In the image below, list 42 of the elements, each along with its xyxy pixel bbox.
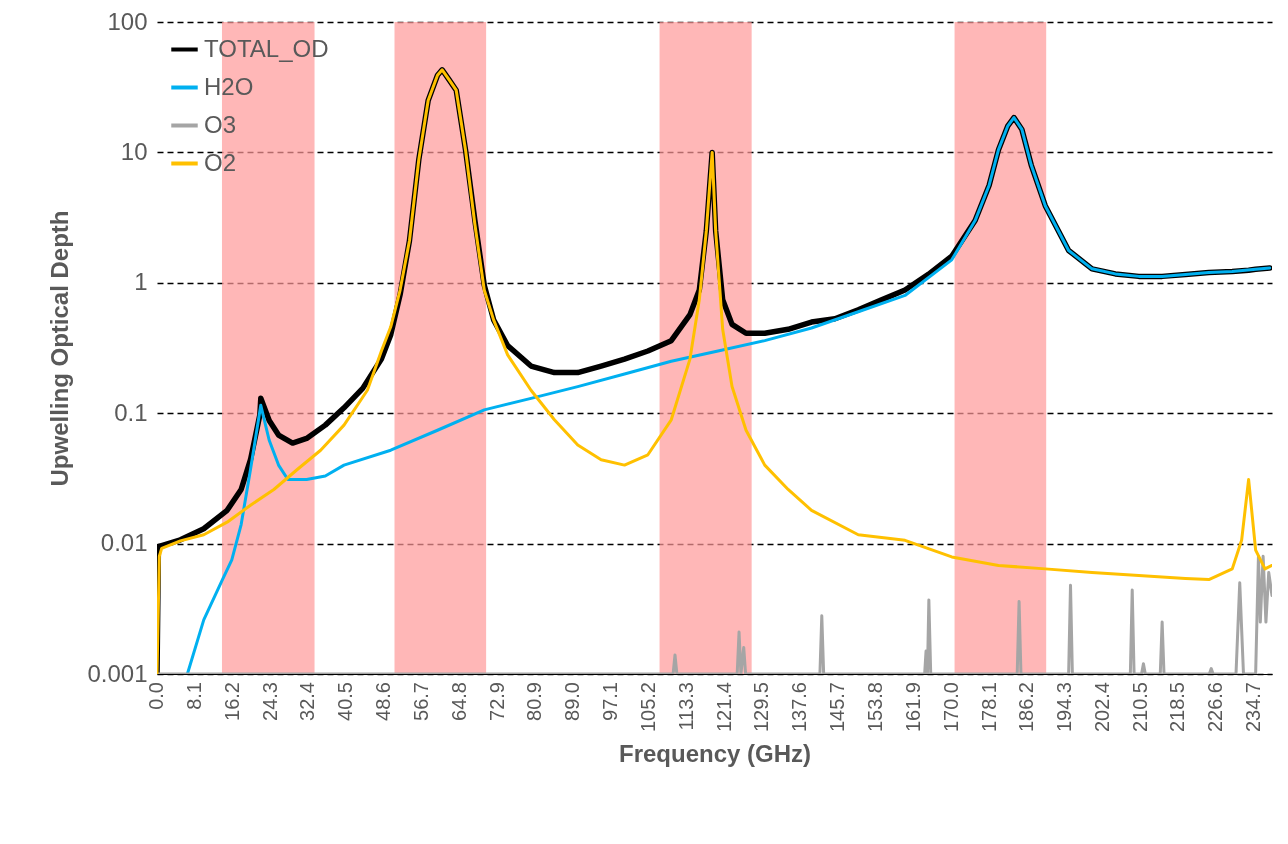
x-tick-label: 72.9 [485,682,508,721]
x-tick-label: 137.6 [788,682,811,733]
y-tick-label: 1 [134,268,148,296]
x-tick-label: 194.3 [1053,682,1076,733]
x-tick-label: 32.4 [296,682,319,721]
x-tick-label: 56.7 [410,682,433,721]
x-tick-label: 16.2 [220,682,243,721]
x-tick-label: 129.5 [750,682,773,733]
x-tick-label: 0.0 [145,682,167,710]
legend-label: O2 [204,148,237,176]
x-tick-label: 178.1 [977,682,1000,733]
x-tick-label: 105.2 [636,682,659,733]
x-tick-label: 218.5 [1166,682,1189,733]
x-tick-label: 113.3 [674,682,697,731]
legend-label: H2O [204,72,254,100]
x-axis-title: Frequency (GHz) [618,739,812,767]
y-axis-title: Upwelling Optical Depth [46,210,74,487]
x-tick-label: 170.0 [939,682,962,733]
y-tick-label: 0.1 [114,398,148,426]
x-tick-label: 153.8 [864,682,887,733]
x-tick-label: 8.1 [182,682,205,710]
y-tick-label: 100 [107,7,148,35]
x-tick-label: 40.5 [334,682,357,721]
x-tick-label: 97.1 [598,682,621,721]
legend-label: O3 [204,110,237,138]
x-tick-label: 80.9 [523,682,546,721]
x-tick-label: 64.8 [447,682,470,721]
x-tick-label: 202.4 [1091,682,1114,733]
y-tick-label: 0.001 [87,659,148,687]
y-tick-label: 0.01 [100,529,148,557]
x-tick-label: 161.9 [901,682,924,733]
x-tick-label: 186.2 [1015,682,1038,733]
legend-label: TOTAL_OD [204,34,329,62]
x-tick-label: 226.6 [1204,682,1227,733]
x-tick-label: 210.5 [1129,682,1152,733]
x-tick-label: 89.0 [561,682,584,721]
y-tick-label: 10 [120,137,148,165]
x-tick-label: 48.6 [372,682,395,721]
x-tick-label: 234.7 [1242,682,1265,733]
x-tick-label: 145.7 [826,682,849,733]
x-tick-label: 121.4 [712,682,735,733]
x-tick-label: 24.3 [258,682,281,721]
